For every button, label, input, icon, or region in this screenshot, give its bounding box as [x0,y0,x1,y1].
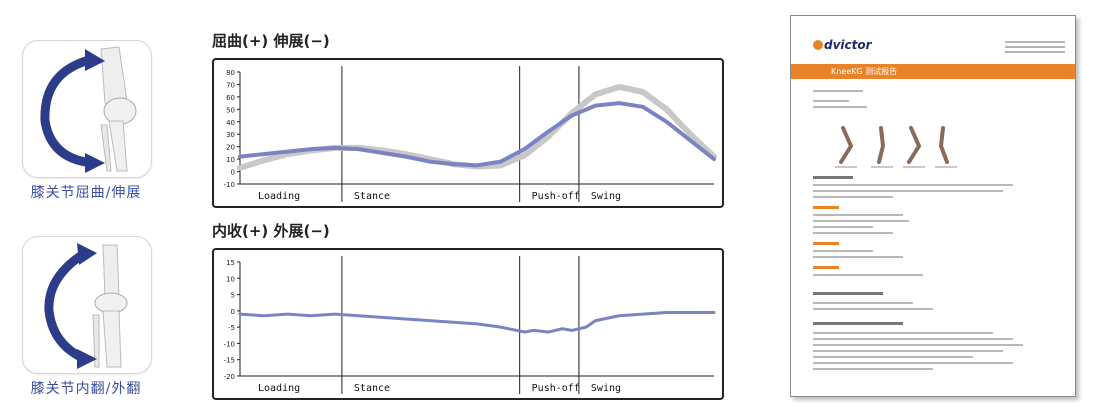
y-tick-label: -20 [224,373,235,381]
y-tick-label: 80 [226,69,235,77]
phase-label: Loading [258,191,300,202]
y-tick-label: 70 [226,81,235,89]
y-tick-label: 50 [226,106,235,114]
chart1-title: 屈曲(+) 伸展(−) [212,32,330,50]
series-line-0 [237,83,717,171]
report-thumbnail[interactable]: dvictor KneeKG 测试报告 [790,15,1076,397]
chart1-plot: -10 0 10 20 30 40 50 60 70 80 Loading Stance Push-of… [224,66,717,202]
y-tick-label: 30 [226,131,235,139]
y-tick-label: 40 [226,119,235,127]
y-tick-label: 0 [231,169,235,177]
header-meta-lines [1005,41,1065,56]
report-banner-title: KneeKG 测试报告 [831,67,898,76]
phase-label: Swing [591,191,621,202]
y-tick-label: 0 [231,308,235,316]
logo-mark-icon [813,40,823,50]
y-tick-label: 20 [226,144,235,152]
y-tick-label: 5 [231,292,235,300]
y-tick-label: 60 [226,94,235,102]
series-line-1 [238,101,716,168]
logo-text: dvictor [824,38,872,52]
chart2-plot: -20 -15 -10 -5 0 5 10 15 Loading Stance Push-off Sw… [224,256,716,394]
chart1-frame: -10 0 10 20 30 40 50 60 70 80 Loading Stance Push-of… [212,58,724,208]
chart2-frame: -20 -15 -10 -5 0 5 10 15 Loading Stance Push-off Sw… [212,248,724,400]
varus-valgus-caption: 膝关节内翻/外翻 [30,381,142,397]
y-tick-label: 10 [226,156,235,164]
knee-flexion-extension-icon [40,46,137,173]
y-tick-label: 10 [226,275,235,283]
phase-label: Stance [354,383,390,394]
varus-valgus-card [22,236,152,374]
phase-label: Swing [591,383,621,394]
knee-varus-valgus-icon [44,243,128,369]
report-banner: KneeKG 测试报告 [791,64,1075,79]
series-line-0 [238,310,716,334]
phase-label: Stance [354,191,390,202]
flexion-extension-caption: 膝关节屈曲/伸展 [30,185,142,201]
y-tick-label: -5 [228,324,235,332]
phase-label: Push-off [532,191,580,202]
brand-logo: dvictor [813,38,872,52]
phase-label: Loading [258,383,300,394]
phase-label: Push-off [532,383,580,394]
y-tick-label: -10 [224,181,235,189]
gait-figures-illustration [835,126,957,168]
y-tick-label: -10 [224,340,235,348]
y-tick-label: 15 [226,259,235,267]
y-tick-label: -15 [224,357,235,365]
chart2-title: 内收(+) 外展(−) [212,222,330,240]
flexion-extension-card [22,40,152,178]
